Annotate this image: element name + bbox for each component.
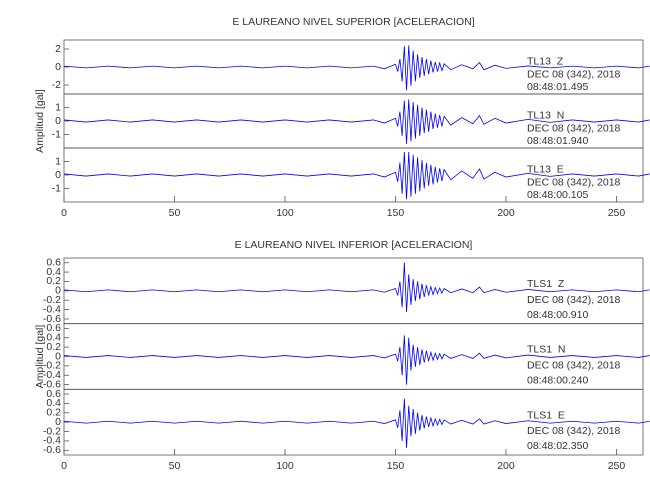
y-tick-label: 0.2: [46, 407, 61, 419]
chart-title: E LAUREANO NIVEL SUPERIOR [ACELERACION]: [232, 16, 474, 28]
trace: [63, 335, 650, 385]
y-tick-label: 0.4: [46, 266, 61, 278]
time-label: 08:48:01.495: [527, 81, 588, 93]
x-tick-label: 100: [276, 460, 294, 472]
trace: [63, 398, 650, 448]
date-label: DEC 08 (342), 2018: [527, 176, 621, 188]
date-label: DEC 08 (342), 2018: [527, 359, 621, 371]
station-label: TL13 E: [527, 163, 564, 175]
trace: [63, 262, 650, 312]
y-tick-label: -1: [52, 182, 61, 194]
x-tick-label: 200: [497, 207, 515, 219]
date-label: DEC 08 (342), 2018: [527, 68, 621, 80]
y-tick-label: -0.4: [43, 435, 61, 447]
x-tick-label: 200: [497, 460, 515, 472]
y-tick-label: -0.6: [43, 444, 61, 456]
y-tick-label: 2: [55, 43, 61, 55]
date-label: DEC 08 (342), 2018: [527, 294, 621, 306]
chart-title: E LAUREANO NIVEL INFERIOR [ACELERACION]: [235, 239, 473, 251]
x-tick-label: 250: [608, 460, 626, 472]
y-tick-label: -0.2: [43, 425, 61, 437]
y-tick-label: -2: [52, 79, 61, 91]
x-tick-label: 150: [387, 207, 405, 219]
time-label: 08:48:00.105: [527, 189, 588, 201]
time-label: 08:48:02.350: [527, 440, 588, 452]
y-tick-label: -0.6: [43, 378, 61, 390]
y-tick-label: -0.2: [43, 360, 61, 372]
x-tick-label: 0: [61, 207, 67, 219]
time-label: 08:48:00.910: [527, 309, 588, 321]
time-label: 08:48:01.940: [527, 135, 588, 147]
y-tick-label: -0.6: [43, 313, 61, 325]
y-tick-label: 0.2: [46, 341, 61, 353]
y-tick-label: 0: [55, 115, 61, 127]
y-axis-label: Amplitud [gal]: [34, 325, 46, 389]
y-tick-label: 0: [55, 285, 61, 297]
x-tick-label: 250: [608, 207, 626, 219]
y-tick-label: 1: [55, 101, 61, 113]
y-tick-label: 0.4: [46, 332, 61, 344]
x-tick-label: 50: [169, 460, 181, 472]
y-tick-label: 0.6: [46, 388, 61, 400]
x-tick-label: 0: [61, 460, 67, 472]
trace: [63, 99, 650, 144]
y-tick-label: 1: [55, 155, 61, 167]
y-tick-label: 0.2: [46, 275, 61, 287]
y-tick-label: 0: [55, 61, 61, 73]
y-tick-label: -0.2: [43, 294, 61, 306]
trace: [63, 45, 650, 91]
y-tick-label: -1: [52, 128, 61, 140]
y-tick-label: 0: [55, 350, 61, 362]
y-tick-label: 0.4: [46, 397, 61, 409]
station-label: TLS1 N: [527, 344, 566, 356]
date-label: DEC 08 (342), 2018: [527, 122, 621, 134]
y-axis-label: Amplitud [gal]: [34, 89, 46, 153]
station-label: TL13 N: [527, 109, 564, 121]
x-tick-label: 100: [276, 207, 294, 219]
x-tick-label: 150: [387, 460, 405, 472]
y-tick-label: 0.6: [46, 322, 61, 334]
x-tick-label: 50: [169, 207, 181, 219]
station-label: TLS1 E: [527, 409, 565, 421]
date-label: DEC 08 (342), 2018: [527, 425, 621, 437]
trace: [63, 152, 650, 200]
time-label: 08:48:00.240: [527, 375, 588, 387]
y-tick-label: 0: [55, 169, 61, 181]
y-tick-label: 0: [55, 416, 61, 428]
station-label: TL13 Z: [527, 55, 564, 67]
y-tick-label: -0.4: [43, 369, 61, 381]
y-tick-label: -0.4: [43, 303, 61, 315]
station-label: TLS1 Z: [527, 278, 565, 290]
y-tick-label: 0.6: [46, 256, 61, 268]
